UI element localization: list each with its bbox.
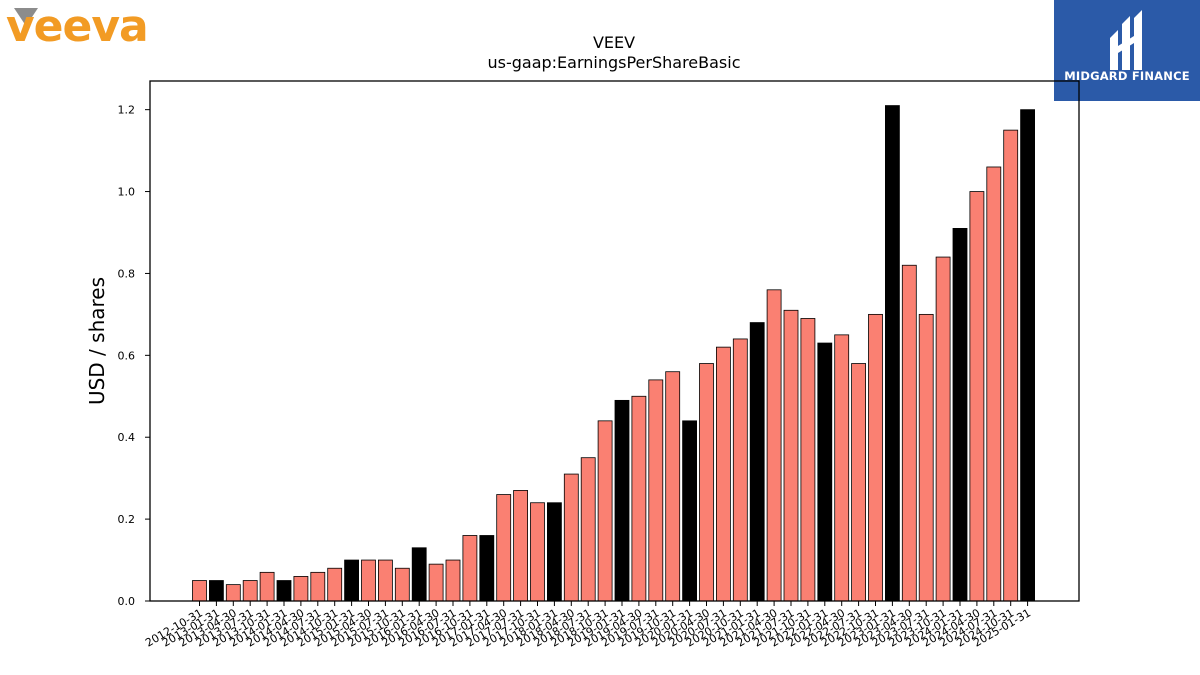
y-tick-label: 0.6 [118,349,136,362]
bar-2013-10-31 [259,571,275,602]
bar-2012-10-31 [192,580,207,602]
bar-2022-07-31 [851,363,866,602]
bar-2024-10-31 [1003,129,1019,602]
bar-2022-04-30 [834,334,850,602]
bar-2023-04-30 [901,264,917,602]
bar-2019-07-31 [648,379,664,602]
bar-2015-01-31 [344,559,360,602]
bar-2016-07-31 [445,559,461,602]
veeva-logo-triangle-icon [14,8,38,26]
bar-2014-07-31 [310,571,326,602]
bar-2019-01-31 [614,399,630,602]
bar-2019-04-30 [631,395,647,602]
bar-2017-07-31 [513,490,528,602]
y-tick-label: 0.2 [118,513,136,526]
veeva-logo-text: veeva [6,2,148,48]
bar-2018-07-31 [580,457,596,602]
bar-2021-04-30 [766,289,782,602]
bar-2013-07-31 [242,580,258,602]
plot-frame [149,80,1080,602]
bar-2025-01-31 [1020,109,1035,602]
bar-2017-04-30 [496,494,512,602]
bar-2023-07-31 [918,313,934,602]
bar-2016-10-31 [462,535,478,602]
bar-2020-07-31 [716,346,731,602]
bar-2019-10-31 [665,371,681,602]
bar-2015-07-31 [377,559,393,602]
bar-2016-04-30 [428,563,444,602]
y-tick-label: 0.8 [118,267,136,280]
bar-2024-07-31 [986,166,1002,602]
bar-2018-04-30 [563,473,579,602]
y-tick-label: 0.4 [118,431,136,444]
y-axis-label: USD / shares [85,277,109,405]
bar-2017-10-31 [530,502,545,602]
bar-2022-01-31 [817,342,833,602]
bar-2023-10-31 [935,256,951,602]
bar-2015-04-30 [361,559,376,602]
bar-2017-01-31 [479,535,495,602]
bar-2015-10-31 [394,567,410,602]
bar-2013-04-30 [225,584,241,602]
bar-2018-01-31 [547,502,562,602]
bar-2021-01-31 [749,322,765,602]
bar-2023-01-31 [885,105,900,602]
y-tick-label: 1.0 [118,186,136,199]
bar-2020-01-31 [682,420,697,602]
veeva-logo: veeva [6,2,149,48]
bar-2020-10-31 [732,338,748,602]
bar-2014-10-31 [327,567,343,602]
bar-2024-04-30 [969,191,985,602]
bar-2018-10-31 [597,420,613,602]
bar-2021-07-31 [783,309,799,602]
y-tick-label: 0.0 [118,595,136,608]
bar-2016-01-31 [411,547,427,602]
midgard-finance-logo: MIDGARD FINANCE [1054,0,1200,101]
bar-2014-01-31 [276,580,292,602]
bar-2020-04-30 [699,363,714,602]
midgard-finance-text: MIDGARD FINANCE [1064,69,1190,83]
bar-2013-01-31 [208,580,224,602]
y-tick-label: 1.2 [118,104,136,117]
bar-2021-10-31 [800,318,816,602]
bars [192,105,1035,602]
x-axis-ticks: 2012-10-312013-01-312013-04-302013-07-31… [143,601,1033,650]
bar-2024-01-31 [952,228,968,602]
chart-subtitle: us-gaap:EarningsPerShareBasic [487,53,740,72]
bar-2022-10-31 [868,313,883,602]
bar-2014-04-30 [293,576,309,602]
y-axis-ticks: 0.0 0.2 0.4 0.6 0.8 1.0 1.2 [118,104,150,608]
midgard-m-icon [1110,10,1142,70]
chart-title: VEEV [593,33,635,52]
